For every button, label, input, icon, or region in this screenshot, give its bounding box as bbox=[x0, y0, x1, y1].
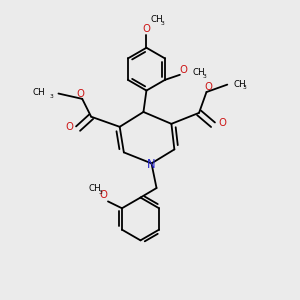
Text: CH: CH bbox=[151, 15, 163, 24]
Text: CH: CH bbox=[32, 88, 45, 98]
Text: O: O bbox=[99, 190, 107, 200]
Text: O: O bbox=[142, 24, 150, 34]
Text: 3: 3 bbox=[50, 94, 53, 99]
Text: 3: 3 bbox=[98, 190, 102, 195]
Text: O: O bbox=[218, 118, 226, 128]
Text: CH: CH bbox=[233, 80, 246, 88]
Text: O: O bbox=[205, 82, 213, 92]
Text: CH: CH bbox=[88, 184, 101, 193]
Text: 3: 3 bbox=[243, 85, 247, 90]
Text: O: O bbox=[77, 88, 85, 98]
Text: N: N bbox=[147, 158, 156, 171]
Text: CH: CH bbox=[193, 68, 206, 77]
Text: O: O bbox=[180, 65, 188, 75]
Text: O: O bbox=[65, 122, 73, 132]
Text: 3: 3 bbox=[202, 74, 206, 79]
Text: 3: 3 bbox=[160, 21, 164, 26]
